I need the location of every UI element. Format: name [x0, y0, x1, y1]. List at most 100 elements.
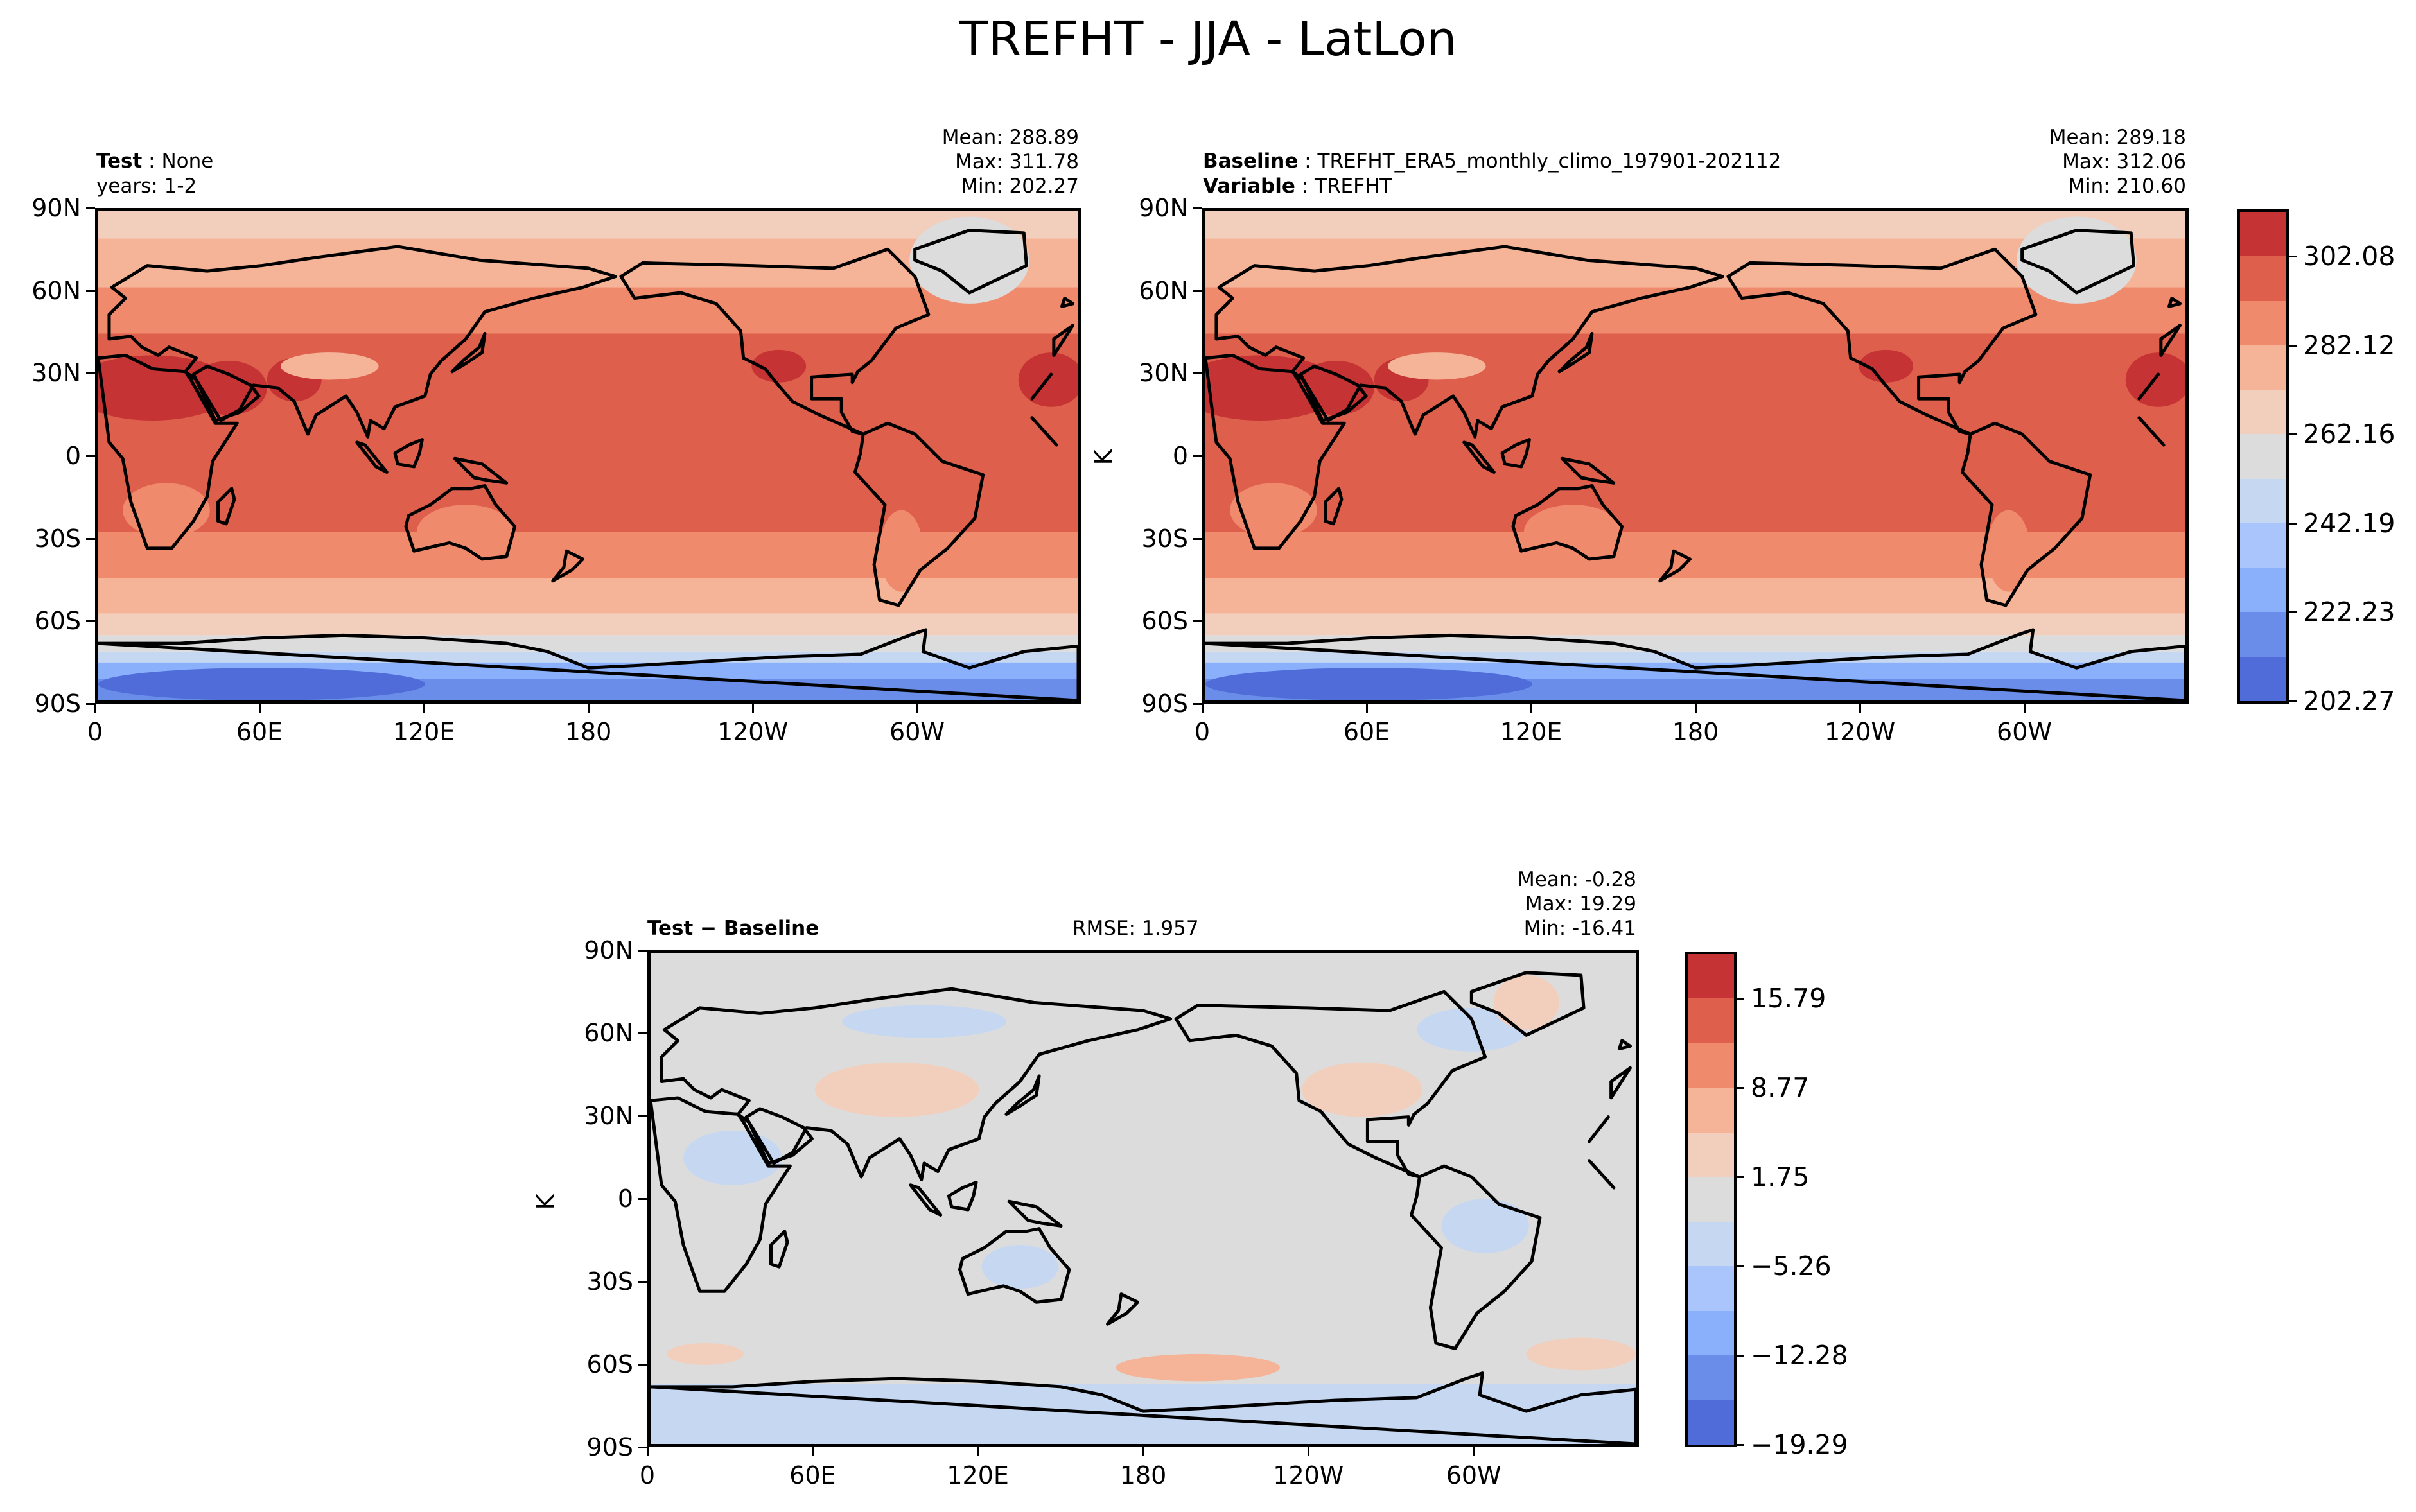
colorbar-tick-label: 8.77 — [1751, 1072, 1810, 1104]
coastlines — [651, 971, 1636, 1444]
lon-tick-mark — [423, 704, 425, 713]
colorbar-tick-mark — [1737, 1444, 1744, 1446]
lat-tick-label: 30N — [31, 359, 81, 388]
colorbar-tick-label: −12.28 — [1751, 1340, 1848, 1371]
lat-tick-mark — [1193, 372, 1202, 375]
lat-tick-label: 60N — [31, 276, 81, 305]
test-label-bold: Test — [96, 150, 143, 173]
coastline-north-america — [1726, 247, 2038, 436]
lat-tick-mark — [1193, 620, 1202, 623]
lat-tick-mark — [86, 290, 95, 292]
lon-tick-label: 180 — [1119, 1461, 1167, 1490]
lat-tick-mark — [1193, 455, 1202, 457]
colorbar-tick-label: 1.75 — [1751, 1161, 1810, 1193]
coastline-borneo — [947, 1181, 978, 1212]
lon-tick-label: 120W — [717, 718, 789, 746]
coastline-africa — [1030, 372, 1053, 401]
lat-tick-label: 60S — [34, 607, 81, 636]
lon-tick-mark — [1202, 704, 1204, 713]
lat-tick-mark — [1193, 207, 1202, 209]
baseline-min: Min: 210.60 — [2068, 175, 2186, 198]
variable-label-value: TREFHT — [1315, 175, 1392, 198]
lat-tick-label: 90N — [1139, 194, 1188, 222]
coastline-north-america — [619, 247, 931, 436]
antarctic-cold-core — [1205, 668, 1532, 700]
south-africa-cool — [123, 483, 210, 537]
test-mean: Mean: 288.89 — [941, 126, 1079, 149]
test-map-axes: 90N 60N 30N 0 30S 60S 90S 0 60E 120E 180 120W 60W — [31, 194, 1081, 746]
coastline-greenland — [913, 229, 1028, 295]
colorbar-segment — [2240, 212, 2286, 257]
lon-tick-label: 60W — [1446, 1461, 1501, 1490]
lat-tick-label: 0 — [1172, 442, 1188, 470]
lat-tick-label: 90S — [1141, 690, 1188, 718]
lat-tick-mark — [1193, 537, 1202, 540]
colorbar-segment — [1688, 1310, 1734, 1356]
lat-tick-mark — [638, 1281, 647, 1283]
coastline-south-america — [1960, 421, 2092, 607]
coastline-africa — [651, 1096, 792, 1293]
lon-tick-label: 180 — [1672, 718, 1719, 746]
lat-tick-mark — [86, 620, 95, 623]
test-label: Test : None — [96, 150, 214, 173]
band-subpolar-south — [1205, 578, 2185, 614]
band-midlat-north — [1205, 287, 2185, 334]
coastlines — [1205, 229, 2185, 700]
lat-tick-label: 60N — [584, 1019, 633, 1047]
coastline-eurasia — [1609, 1066, 1632, 1100]
lon-tick-label: 120E — [947, 1461, 1009, 1490]
coastline-greenland — [2020, 229, 2135, 295]
lon-tick-label: 60E — [1343, 718, 1390, 746]
coastline-eurasia — [1052, 324, 1075, 357]
lat-tick-label: 0 — [65, 442, 81, 470]
diff-south-atlantic-warm — [1526, 1337, 1636, 1371]
colorbar-tick-label: 202.27 — [2303, 686, 2395, 717]
colorbar-tick-mark — [2289, 700, 2297, 702]
coastline-africa — [2137, 372, 2160, 401]
colorbar-segment — [2240, 612, 2286, 657]
colorbar-segment — [2240, 390, 2286, 435]
antarctic-cold-core — [98, 668, 425, 700]
lat-tick-mark — [1193, 703, 1202, 705]
lat-tick-mark — [638, 1198, 647, 1200]
test-max: Max: 311.78 — [955, 150, 1079, 173]
coastline-borneo — [1500, 438, 1531, 469]
coastline-borneo — [393, 438, 424, 469]
figure-title: TREFHT - JJA - LatLon — [959, 12, 1457, 67]
lat-tick-mark — [638, 1364, 647, 1366]
colorbar-segment — [2240, 568, 2286, 613]
band-polar-north — [98, 211, 1078, 239]
coastline-arabia — [744, 1107, 814, 1165]
colorbar-segment — [1688, 998, 1734, 1044]
coastline-eurasia — [107, 245, 617, 439]
lon-tick-label: 0 — [639, 1461, 656, 1490]
coastline-arabia — [1299, 364, 1368, 422]
baseline-label-value: TREFHT_ERA5_monthly_climo_197901-202112 — [1317, 150, 1781, 173]
colorbar-segment — [1688, 1088, 1734, 1133]
band-subpolar-south — [98, 578, 1078, 614]
colorbar-segment — [2240, 478, 2286, 524]
test-years: years: 1-2 — [96, 175, 197, 198]
colorbar-segment — [1688, 1400, 1734, 1445]
lon-tick-label: 180 — [565, 718, 612, 746]
variable-label: Variable : TREFHT — [1203, 175, 1392, 198]
colorbar-tick-mark — [1737, 998, 1744, 1000]
diff-greenland-warm — [1493, 975, 1559, 1030]
diff-south-indian-warm — [667, 1343, 744, 1365]
lat-tick-mark — [638, 1447, 647, 1448]
colorbar-tick-label: 222.23 — [2303, 596, 2395, 628]
colorbar-tick-mark — [2289, 611, 2297, 614]
diff-siberia-cool — [842, 1005, 1006, 1038]
coastline-australia — [404, 484, 517, 561]
coastline-africa — [1030, 416, 1058, 447]
colorbar-diff-ticks: 15.79 8.77 1.75 −5.26 −12.28 −19.29 — [1737, 952, 1865, 1460]
lat-tick-label: 30N — [584, 1102, 633, 1130]
greenland-cold — [909, 216, 1029, 304]
baseline-max: Max: 312.06 — [2062, 150, 2186, 173]
lat-tick-label: 90S — [34, 690, 81, 718]
band-southern-ocean — [98, 613, 1078, 636]
colorbar-tick-label: 15.79 — [1751, 983, 1826, 1014]
colorbar-tick-label: 282.12 — [2303, 329, 2395, 361]
lat-tick-label: 90N — [31, 194, 81, 222]
lon-tick-label: 0 — [87, 718, 103, 746]
